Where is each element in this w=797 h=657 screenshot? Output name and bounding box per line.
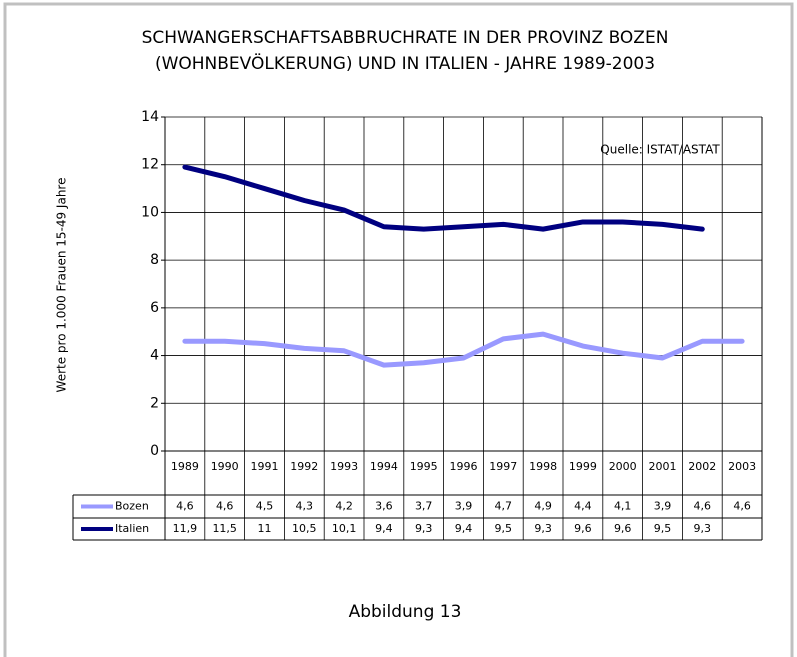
table-value: 10,1: [332, 522, 357, 535]
table-value: 4,3: [296, 500, 314, 513]
table-value: 9,3: [415, 522, 433, 535]
table-value: 3,7: [415, 500, 433, 513]
table-value: 4,6: [733, 500, 751, 513]
x-tick-label: 1990: [211, 460, 239, 473]
y-tick-label: 14: [141, 109, 159, 125]
table-value: 4,7: [495, 500, 513, 513]
table-value: 11,5: [212, 522, 237, 535]
table-value: 4,1: [614, 500, 632, 513]
y-tick-label: 10: [141, 204, 159, 220]
table-value: 3,9: [455, 500, 473, 513]
x-tick-label: 2003: [728, 460, 756, 473]
x-tick-label: 1992: [290, 460, 318, 473]
y-tick-label: 4: [150, 348, 159, 364]
legend-label: Bozen: [115, 500, 149, 513]
x-tick-label: 1993: [330, 460, 358, 473]
x-tick-label: 1998: [529, 460, 557, 473]
table-value: 4,4: [574, 500, 592, 513]
table-value: 4,6: [216, 500, 234, 513]
table-value: 9,4: [455, 522, 473, 535]
x-tick-label: 1997: [489, 460, 517, 473]
y-tick-label: 2: [150, 395, 159, 411]
table-value: 4,6: [694, 500, 712, 513]
table-value: 9,6: [574, 522, 592, 535]
table-value: 4,9: [534, 500, 552, 513]
x-tick-label: 1999: [569, 460, 597, 473]
frame: [3, 2, 794, 657]
chart-subtitle: (WOHNBEVÖLKERUNG) UND IN ITALIEN - JAHRE…: [155, 52, 655, 74]
y-axis-label: Werte pro 1.000 Frauen 15-49 Jahre: [55, 178, 69, 393]
x-tick-label: 2002: [688, 460, 716, 473]
x-tick-label: 1995: [410, 460, 438, 473]
y-tick-label: 8: [150, 252, 159, 268]
table-value: 4,5: [256, 500, 274, 513]
y-tick-label: 6: [150, 300, 159, 316]
chart-title: SCHWANGERSCHAFTSABBRUCHRATE IN DER PROVI…: [142, 28, 669, 48]
table-value: 9,5: [495, 522, 513, 535]
x-tick-label: 1991: [251, 460, 279, 473]
y-tick-label: 0: [150, 443, 159, 459]
table-value: 4,6: [176, 500, 194, 513]
table-value: 3,9: [654, 500, 672, 513]
x-tick-label: 1996: [450, 460, 478, 473]
x-tick-label: 2000: [609, 460, 637, 473]
table-value: 10,5: [292, 522, 317, 535]
table-value: 9,5: [654, 522, 672, 535]
annotation: Quelle: ISTAT/ASTAT: [600, 143, 720, 157]
x-tick-label: 2001: [649, 460, 677, 473]
legend-label: Italien: [115, 522, 149, 535]
x-tick-label: 1989: [171, 460, 199, 473]
x-tick-label: 1994: [370, 460, 398, 473]
table-value: 4,2: [335, 500, 353, 513]
table-value: 9,3: [534, 522, 552, 535]
table-value: 3,6: [375, 500, 393, 513]
series-line: [182, 164, 705, 232]
table-value: 11: [258, 522, 272, 535]
caption: Abbildung 13: [349, 602, 462, 622]
y-tick-label: 12: [141, 157, 159, 173]
table-value: 9,3: [694, 522, 712, 535]
table-value: 11,9: [173, 522, 198, 535]
table-value: 9,4: [375, 522, 393, 535]
series-line: [182, 331, 745, 368]
table-value: 9,6: [614, 522, 632, 535]
